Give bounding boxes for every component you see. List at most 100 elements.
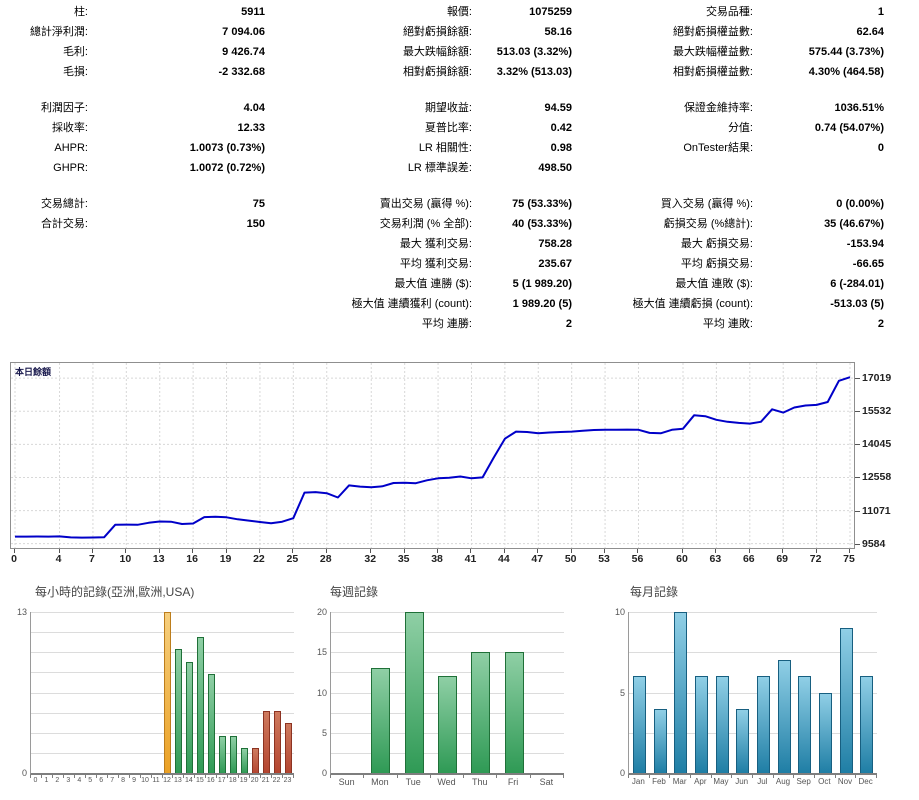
stat-label: 報價: — [446, 6, 472, 18]
stat-label: 平均 獲利交易: — [399, 258, 472, 270]
stat-row: 絕對虧損餘額: 58.16 — [272, 22, 572, 42]
stat-label: 相對虧損權益數: — [672, 66, 753, 78]
stat-value: 94.59 — [544, 102, 572, 114]
stat-value: 0 — [877, 142, 884, 154]
stat-value: 0.74 (54.07%) — [814, 122, 884, 134]
stats-section: 期望收益: 94.59 夏普比率: 0.42 LR 相關性: 0.98 LR 標準誤差: 49… — [272, 98, 572, 178]
x-tick-label: 25 — [286, 553, 299, 565]
stat-label: 毛損: — [62, 66, 88, 78]
x-tick-label: 41 — [464, 553, 477, 565]
x-tick-label: Sep — [796, 777, 811, 786]
x-tick-mark — [772, 775, 774, 778]
x-tick-label: 35 — [397, 553, 410, 565]
gridline-horizontal — [331, 612, 564, 613]
x-tick-label: Sat — [539, 777, 554, 787]
stat-row: 保證金維持率: 1036.51% — [577, 98, 884, 118]
stats-section: 柱: 5911 總計淨利潤: 7 094.06 毛利: 9 426.74 毛損: -2 332… — [0, 2, 265, 82]
gridline-horizontal — [31, 672, 294, 674]
x-tick-mark — [258, 549, 260, 553]
x-tick-label: 9 — [132, 777, 137, 784]
x-tick-mark — [690, 775, 691, 778]
x-tick-label: Mon — [371, 777, 389, 787]
x-tick-mark — [216, 775, 218, 778]
stat-value: 1075259 — [529, 6, 572, 18]
stat-value: 235.67 — [538, 258, 572, 270]
x-tick-label: 7 — [110, 777, 115, 784]
y-tick-label: 9584 — [862, 537, 886, 550]
bar — [230, 735, 238, 773]
y-tick-mark — [855, 477, 860, 479]
bar — [860, 676, 874, 773]
x-tick-mark — [14, 549, 15, 553]
stat-value: 1 — [877, 6, 884, 18]
x-tick-label: 19 — [219, 553, 232, 565]
stat-value — [88, 314, 265, 334]
x-tick-label: Nov — [837, 777, 853, 786]
stat-label: 期望收益: — [424, 102, 472, 114]
monthly-plot-area — [628, 612, 877, 775]
bar — [197, 636, 205, 773]
x-tick-mark — [325, 549, 327, 553]
stat-value: 0.98 — [550, 142, 572, 154]
balance-chart-title: 本日餘額 — [15, 367, 52, 377]
bar — [241, 748, 249, 773]
x-tick-mark — [95, 775, 97, 778]
x-tick-mark — [58, 549, 60, 553]
y-tick-mark — [855, 543, 860, 545]
stat-row: 相對虧損餘額: 3.32% (513.03) — [272, 62, 572, 82]
stat-value — [88, 274, 265, 294]
x-tick-mark — [225, 549, 227, 553]
bar — [653, 708, 667, 773]
x-tick-mark — [814, 775, 815, 778]
stat-label: 交易品種: — [705, 6, 753, 18]
stat-row: 最大值 連敗 ($): 6 (-284.01) — [577, 274, 884, 294]
x-tick-label: 13 — [152, 553, 165, 565]
x-tick-mark — [125, 549, 127, 553]
stat-label: 保證金維持率: — [683, 102, 753, 114]
stat-label: 合計交易: — [40, 218, 88, 230]
stat-value: 2 — [877, 318, 884, 330]
gridline-horizontal — [629, 692, 877, 694]
x-tick-mark — [150, 775, 152, 778]
x-tick-mark — [158, 549, 160, 553]
x-tick-mark — [51, 775, 53, 778]
gridline-horizontal — [31, 692, 294, 694]
x-tick-mark — [238, 775, 240, 778]
x-tick-mark — [463, 775, 465, 778]
stat-row: 分值: 0.74 (54.07%) — [577, 118, 884, 138]
stat-label — [0, 234, 88, 254]
gridline-horizontal — [31, 632, 294, 634]
x-tick-label: 13 — [174, 777, 182, 784]
stat-value: 1.0072 (0.72%) — [189, 162, 265, 174]
x-tick-label: 0 — [33, 777, 38, 784]
gridline-horizontal — [629, 612, 877, 613]
x-tick-label: Aug — [775, 777, 791, 786]
x-tick-mark — [249, 775, 251, 778]
stat-value: 1 989.20 (5) — [512, 298, 572, 310]
bar — [715, 676, 729, 773]
stat-value: 498.50 — [538, 162, 572, 174]
stat-row: 平均 虧損交易: -66.65 — [577, 254, 884, 274]
x-tick-label: Fri — [507, 777, 519, 787]
x-tick-label: 21 — [261, 777, 270, 784]
x-tick-label: Jan — [631, 777, 645, 786]
x-tick-label: Oct — [818, 777, 831, 786]
x-tick-mark — [876, 775, 877, 778]
x-tick-mark — [227, 775, 229, 778]
stat-value: 1.0073 (0.73%) — [189, 142, 265, 154]
stat-row: 總計淨利潤: 7 094.06 — [0, 22, 265, 42]
stat-value — [88, 234, 265, 254]
bar — [736, 708, 750, 773]
y-tick-label: 5 — [321, 727, 327, 738]
x-tick-label: Jun — [735, 777, 749, 786]
stat-row: LR 標準誤差: 498.50 — [272, 158, 572, 178]
stat-label: 平均 連勝: — [421, 318, 472, 330]
x-tick-mark — [62, 775, 64, 778]
stats-section: 交易總計: 75 合計交易: 150 — [0, 194, 265, 334]
stat-label: 賣出交易 (贏得 %): — [379, 198, 472, 210]
stat-label: 虧損交易 (%總計): — [663, 218, 753, 230]
stat-row: 最大跌幅餘額: 513.03 (3.32%) — [272, 42, 572, 62]
x-tick-label: 32 — [364, 553, 377, 565]
y-tick-label: 17019 — [862, 372, 892, 385]
